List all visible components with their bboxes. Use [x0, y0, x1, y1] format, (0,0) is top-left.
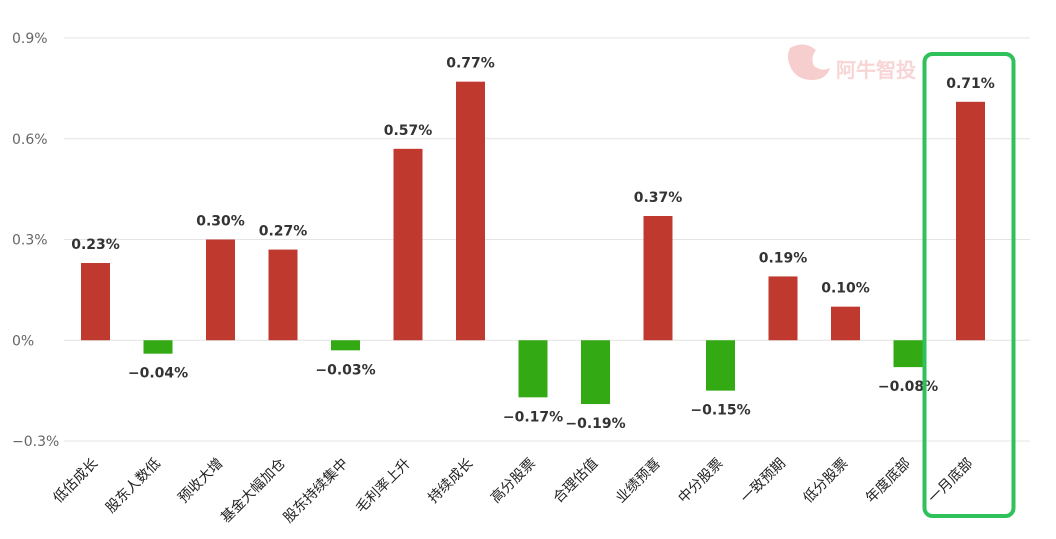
x-tick-label: 高分股票 — [487, 455, 539, 507]
y-tick-label: 0.3% — [12, 233, 48, 249]
x-tick-label: 低估成长 — [50, 456, 101, 507]
x-tick-label: 中分股票 — [675, 456, 726, 507]
x-tick-label: 股东人数低 — [103, 456, 164, 517]
data-label: 0.27% — [259, 224, 308, 240]
x-tick-label: 一月底部 — [925, 456, 976, 507]
bar — [331, 340, 360, 351]
y-tick-label: 0.6% — [12, 132, 48, 148]
y-tick-label: −0.3% — [12, 434, 59, 450]
data-label: 0.30% — [196, 214, 245, 230]
data-label: −0.04% — [128, 366, 188, 382]
data-label: 0.37% — [634, 190, 683, 206]
data-label: 0.57% — [384, 123, 433, 139]
bar — [456, 81, 485, 341]
data-label: 0.10% — [821, 281, 870, 297]
x-tick-label: 毛利率上升 — [352, 455, 414, 517]
y-tick-label: 0.9% — [12, 31, 48, 47]
watermark-text: 阿牛智投 — [836, 58, 916, 82]
data-label: −0.19% — [565, 416, 625, 432]
watermark-logo: 阿牛智投 — [788, 44, 916, 82]
bull-logo-icon — [788, 44, 830, 80]
bars — [81, 81, 985, 405]
data-label: 0.71% — [946, 76, 995, 92]
x-tick-label: 预收大增 — [175, 456, 226, 507]
y-axis-ticks: 0.9% 0.6% 0.3% 0% −0.3% — [12, 31, 59, 450]
highlight-box — [922, 52, 1016, 518]
bar — [518, 340, 548, 398]
bar — [143, 340, 173, 354]
y-tick-label: 0% — [12, 333, 34, 349]
x-tick-label: 基金大幅加仓 — [217, 455, 288, 526]
bar — [393, 148, 423, 341]
x-tick-label: 低分股票 — [800, 456, 851, 507]
x-tick-label: 合理估值 — [550, 456, 601, 507]
x-tick-label: 业绩预喜 — [613, 456, 664, 507]
bar — [706, 340, 735, 391]
data-label: −0.17% — [503, 409, 563, 425]
bar — [581, 340, 610, 405]
data-label: −0.15% — [690, 403, 750, 419]
data-label: −0.08% — [878, 379, 938, 395]
bar — [831, 306, 860, 341]
bar — [768, 276, 798, 341]
x-tick-label: 一致预期 — [738, 456, 789, 507]
data-label: 0.19% — [759, 250, 808, 266]
bar — [206, 239, 235, 341]
data-label: −0.03% — [315, 362, 375, 378]
bar — [893, 340, 923, 368]
data-label: 0.23% — [71, 237, 120, 253]
bar — [268, 249, 298, 341]
x-tick-label: 年度底部 — [863, 456, 914, 507]
bar — [956, 101, 985, 341]
data-label: 0.77% — [446, 56, 495, 72]
x-tick-label: 持续成长 — [425, 455, 477, 507]
bar — [643, 215, 673, 341]
value-labels: 0.23% −0.04% 0.30% 0.27% −0.03% 0.57% 0.77% −0.… — [71, 56, 995, 432]
bar — [81, 263, 110, 341]
x-tick-label: 股东持续集中 — [280, 455, 351, 526]
